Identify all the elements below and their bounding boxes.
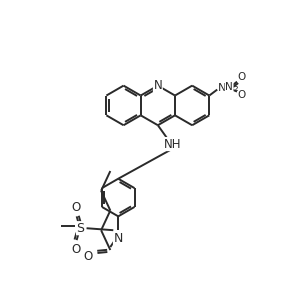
Text: O: O	[71, 242, 80, 256]
Text: O: O	[238, 72, 246, 82]
Text: N: N	[154, 79, 162, 92]
Text: S: S	[77, 222, 85, 235]
Text: NH: NH	[164, 138, 181, 151]
Text: O: O	[238, 89, 246, 100]
Text: N: N	[114, 232, 123, 245]
Text: N: N	[225, 82, 233, 91]
Text: O: O	[83, 251, 92, 263]
Text: NO₂: NO₂	[218, 83, 240, 93]
Text: O: O	[71, 201, 80, 214]
